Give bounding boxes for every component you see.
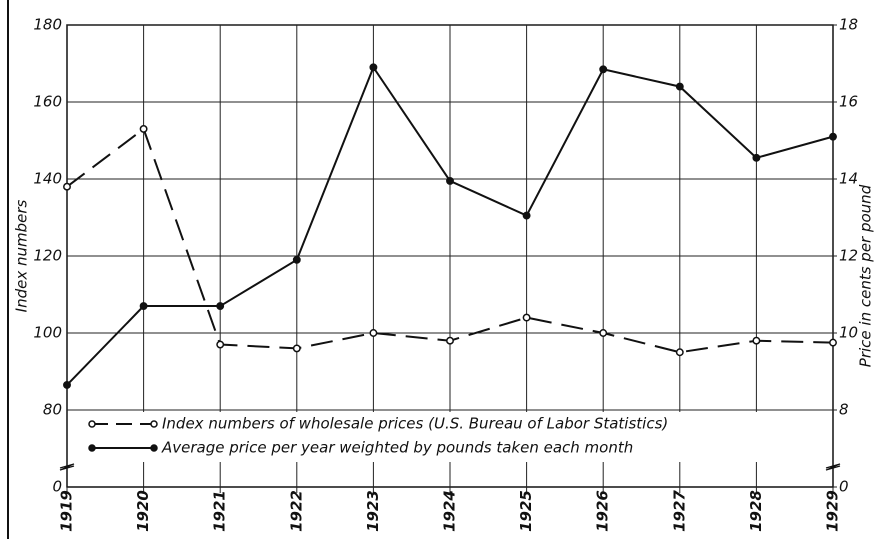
data-point bbox=[522, 313, 531, 322]
legend-label: Index numbers of wholesale prices (U.S. … bbox=[162, 415, 668, 433]
data-point bbox=[446, 336, 454, 345]
y-tick-label: 160 bbox=[33, 93, 62, 111]
y2-tick-label: 12 bbox=[839, 247, 858, 265]
y2-tick-label: 16 bbox=[839, 93, 858, 111]
data-point bbox=[139, 125, 148, 133]
y-tick-label: 80 bbox=[43, 401, 62, 419]
x-tick-label: 1925 bbox=[517, 490, 535, 532]
legend-box bbox=[84, 412, 804, 462]
axis-breaks bbox=[59, 463, 841, 471]
y-tick-label: 0 bbox=[52, 478, 62, 496]
data-point bbox=[292, 344, 301, 353]
data-point bbox=[446, 176, 454, 185]
data-point bbox=[216, 340, 225, 349]
y-tick-label: 180 bbox=[33, 16, 62, 34]
y-tick-label: 120 bbox=[33, 247, 62, 265]
x-tick-label: 1924 bbox=[441, 490, 459, 532]
x-tick-label: 1928 bbox=[747, 490, 765, 532]
y2-tick-label: 18 bbox=[839, 16, 858, 34]
y2-tick-label: 0 bbox=[839, 478, 849, 496]
y-tick-label: 100 bbox=[33, 324, 62, 342]
legend-marker bbox=[150, 444, 158, 452]
axis-break bbox=[825, 463, 841, 471]
x-tick-label: 1923 bbox=[364, 490, 382, 532]
x-tick-label: 1929 bbox=[824, 490, 842, 532]
data-point bbox=[829, 338, 837, 347]
data-point bbox=[292, 255, 301, 264]
data-point bbox=[599, 65, 608, 74]
data-point bbox=[675, 348, 684, 357]
data-point bbox=[369, 329, 378, 337]
data-point bbox=[752, 153, 761, 162]
legend-marker bbox=[88, 444, 96, 452]
data-point bbox=[599, 329, 608, 337]
y2-axis-label: Price in cents per pound bbox=[857, 184, 875, 367]
data-point bbox=[752, 336, 761, 345]
legend-label: Average price per year weighted by pound… bbox=[161, 439, 633, 457]
x-tick-label: 1926 bbox=[594, 490, 612, 532]
y-tick-label: 140 bbox=[33, 170, 62, 188]
x-tick-label: 1922 bbox=[287, 490, 305, 532]
x-tick-label: 1927 bbox=[670, 490, 688, 532]
axis-break bbox=[59, 463, 75, 471]
data-point bbox=[63, 182, 71, 191]
y2-tick-label: 8 bbox=[839, 401, 849, 419]
x-tick-label: 1920 bbox=[134, 490, 152, 532]
y2-tick-label: 14 bbox=[839, 170, 858, 188]
x-tick-label: 1919 bbox=[58, 490, 76, 532]
x-tick-label: 1921 bbox=[211, 490, 229, 532]
data-point bbox=[63, 381, 71, 389]
legend-marker bbox=[88, 420, 96, 428]
data-point bbox=[522, 211, 531, 220]
y2-tick-label: 10 bbox=[839, 324, 858, 342]
y-axis-label: Index numbers bbox=[13, 199, 31, 312]
legend: Index numbers of wholesale prices (U.S. … bbox=[84, 412, 804, 462]
data-point bbox=[216, 302, 225, 310]
legend-marker bbox=[150, 420, 158, 428]
data-point bbox=[829, 132, 837, 141]
data-point bbox=[369, 63, 378, 72]
data-point bbox=[675, 82, 684, 91]
data-point bbox=[139, 302, 148, 310]
